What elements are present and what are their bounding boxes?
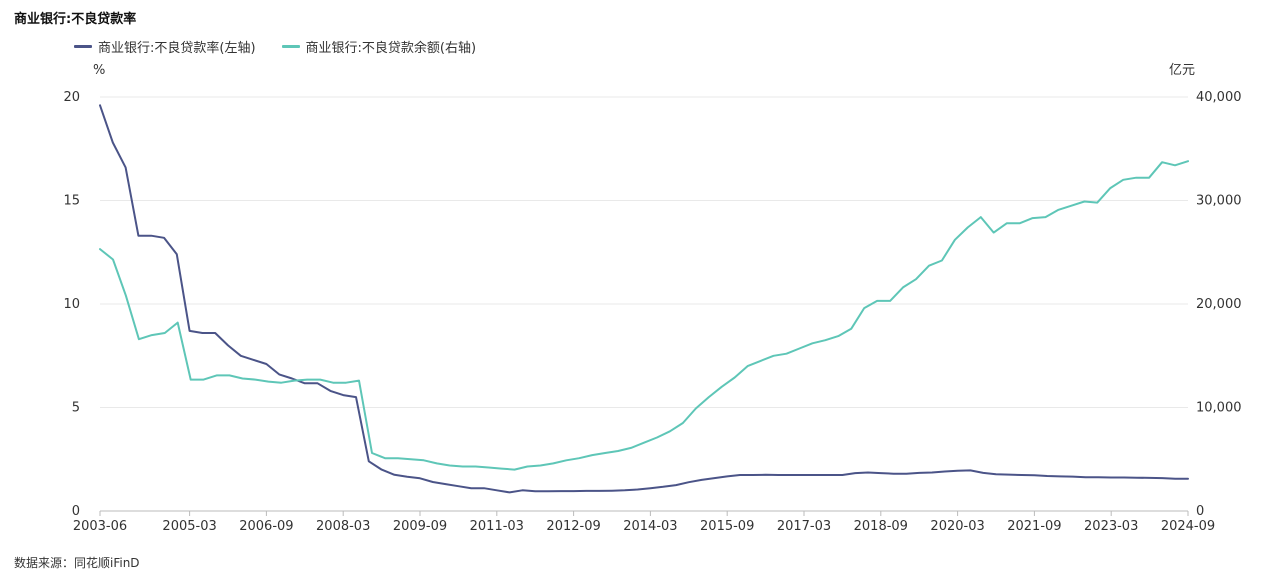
x-tick-label: 2003-06 [73,519,127,534]
chart-title: 商业银行:不良贷款率 [14,12,137,27]
left-tick-label: 10 [63,297,80,312]
legend-swatch-npl-ratio [74,45,92,48]
x-tick-label: 2009-09 [393,519,447,534]
x-tick-label: 2015-09 [700,519,754,534]
grid-lines [100,96,1188,512]
legend-swatch-npl-balance [281,45,300,48]
left-tick-label: 0 [72,504,80,519]
x-tick-label: 2024-09 [1161,519,1215,534]
x-tick-label: 2012-09 [546,519,600,534]
right-axis-unit: 亿元 [1169,63,1195,78]
left-axis-unit: % [93,63,105,78]
legend-item-npl-balance[interactable]: 商业银行:不良贷款余额(右轴) [281,37,477,56]
legend-item-npl-ratio[interactable]: 商业银行:不良贷款率(左轴) [74,37,256,56]
left-tick-label: 5 [72,401,80,416]
axes: 0 5 10 15 20 0 10,000 20,000 30,000 40,000 2003-06… [63,90,1241,534]
left-tick-label: 15 [63,194,80,209]
x-tick-label: 2020-03 [930,519,984,534]
x-tick-label: 2017-03 [777,519,831,534]
right-tick-label: 10,000 [1196,401,1242,416]
data-source: 数据来源：同花顺iFinD [14,556,140,570]
x-tick-label: 2021-09 [1007,519,1061,534]
x-tick-label: 2018-09 [854,519,908,534]
legend-label-npl-ratio: 商业银行:不良贷款率(左轴) [98,41,256,56]
x-tick-label: 2006-09 [239,519,293,534]
right-tick-label: 20,000 [1196,297,1242,312]
x-tick-label: 2014-03 [623,519,677,534]
series-layer [99,104,1189,494]
x-tick-label: 2005-03 [162,519,216,534]
left-tick-label: 20 [63,90,80,105]
right-tick-label: 30,000 [1196,194,1242,209]
legend-label-npl-balance: 商业银行:不良贷款余额(右轴) [305,41,477,56]
x-tick-label: 2011-03 [470,519,524,534]
right-tick-label: 0 [1196,504,1204,519]
right-tick-label: 40,000 [1196,90,1242,105]
legend: 商业银行:不良贷款率(左轴) 商业银行:不良贷款余额(右轴) [74,37,476,56]
series-line-npl-balance[interactable] [99,160,1189,471]
series-line-npl-ratio[interactable] [99,104,1189,494]
x-tick-label: 2023-03 [1084,519,1138,534]
x-tick-label: 2008-03 [316,519,370,534]
